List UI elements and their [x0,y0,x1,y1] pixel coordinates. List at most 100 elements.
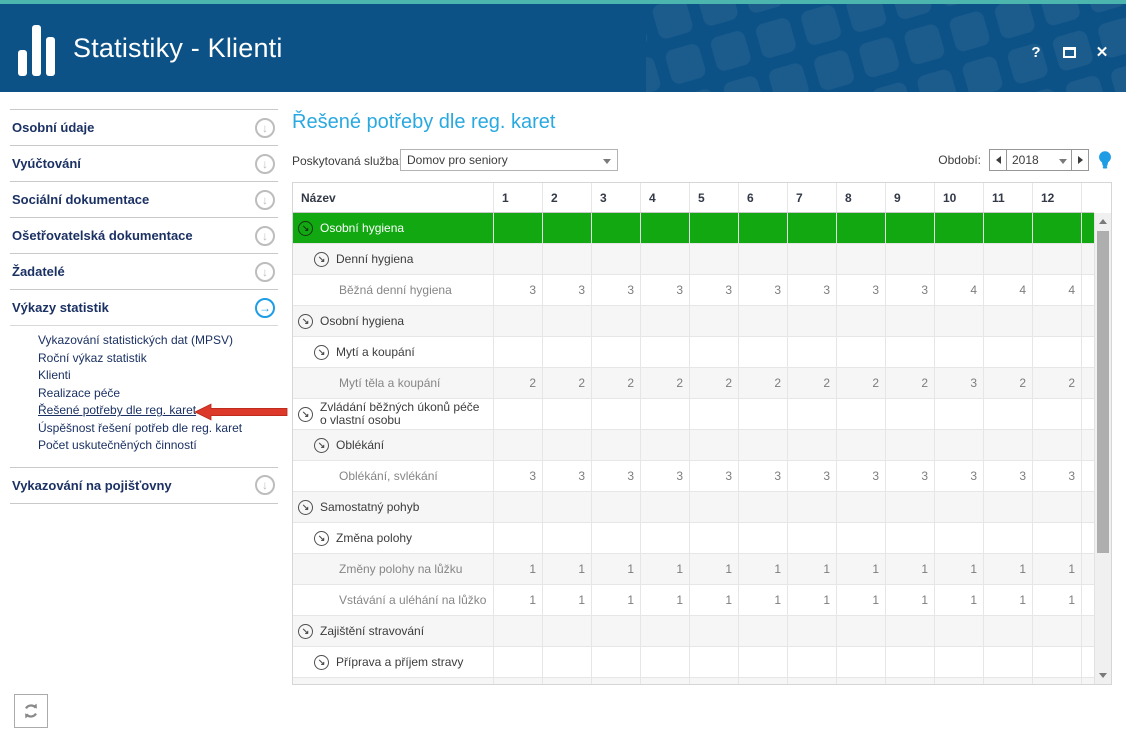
table-row[interactable]: Mytí a koupání [293,337,1094,368]
service-select[interactable]: Domov pro seniory [400,149,618,171]
chevron-down-circle-icon[interactable] [255,153,275,174]
submenu-item-klienti[interactable]: Klienti [38,368,71,382]
expand-icon[interactable] [298,406,313,422]
cell-empty [689,616,738,646]
chevron-down-circle-icon[interactable] [255,189,275,210]
arrow-right-circle-icon[interactable] [255,297,275,318]
cell-empty [934,337,983,367]
expand-icon[interactable] [298,313,313,329]
table-row[interactable]: Denní hygiena [293,244,1094,275]
cell-value: 1 [787,585,836,615]
cell-value: 3 [689,275,738,305]
row-label: Osobní hygiena [320,313,405,328]
cell-value: 1 [885,585,934,615]
refresh-button[interactable] [14,694,48,728]
scroll-up-icon[interactable] [1099,219,1107,224]
column-header-month: 10 [934,183,983,212]
cell-empty [787,492,836,522]
table-row[interactable]: Oblékání [293,430,1094,461]
table-row[interactable]: Samostatný pohyb [293,492,1094,523]
expand-icon[interactable] [314,251,329,267]
expand-icon[interactable] [314,344,329,360]
expand-icon[interactable] [314,530,329,546]
expand-icon[interactable] [298,623,313,639]
year-select[interactable]: 2018 [1007,150,1071,170]
chevron-down-circle-icon[interactable] [255,225,275,246]
row-label: Zvládání běžných úkonů péče o vlastní os… [320,400,480,427]
submenu-item-pocet-cinnosti[interactable]: Počet uskutečněných činností [38,438,197,452]
cell-value: 3 [493,275,542,305]
cell-value: 1 [836,554,885,584]
maximize-icon[interactable] [1060,43,1078,61]
cell-empty [738,616,787,646]
table-row[interactable]: Zajištění stravování [293,616,1094,647]
column-header-month: 11 [983,183,1032,212]
expand-icon[interactable] [298,499,313,515]
column-header-name: Název [301,190,336,205]
table-row[interactable]: Příprava a příjem stravy [293,647,1094,678]
cell-empty [934,523,983,553]
expand-icon[interactable] [298,220,313,236]
expand-icon[interactable] [314,437,329,453]
cell-empty [689,337,738,367]
cell-filler [1081,461,1094,491]
cell-empty [885,492,934,522]
cell-empty [542,213,591,243]
table-row-selected[interactable]: Osobní hygiena [293,213,1094,244]
column-header-month: 12 [1032,183,1081,212]
cell-empty [885,337,934,367]
year-next-button[interactable] [1071,150,1088,170]
cell-value: 2 [787,368,836,398]
table-row[interactable]: Změna polohy [293,523,1094,554]
submenu-item-vykazovani-mpsv[interactable]: Vykazování statistických dat (MPSV) [38,333,233,347]
scroll-down-icon[interactable] [1099,673,1107,678]
expand-icon[interactable] [314,654,329,670]
sidebar-item-label: Vyúčtování [12,156,81,171]
sidebar-item-label: Ošetřovatelská dokumentace [12,228,193,243]
vertical-scrollbar[interactable] [1094,213,1111,684]
submenu-item-resene-potreby[interactable]: Řešené potřeby dle reg. karet [38,403,197,417]
window-title: Statistiky - Klienti [73,33,283,63]
close-icon[interactable]: ✕ [1095,44,1109,61]
maximize-glyph [1062,46,1076,58]
help-icon[interactable]: ? [1031,43,1041,61]
table-row[interactable]: Zvládání běžných úkonů péče o vlastní os… [293,399,1094,430]
sidebar-item-osobni-udaje[interactable]: Osobní údaje [10,110,278,146]
sidebar-item-osetrovatelska-dokumentace[interactable]: Ošetřovatelská dokumentace [10,218,278,254]
chevron-down-circle-icon[interactable] [255,117,275,138]
chevron-down-circle-icon[interactable] [255,475,275,495]
cell-empty [836,337,885,367]
year-prev-button[interactable] [990,150,1007,170]
sidebar-item-vykazovani-na-pojistovny[interactable]: Vykazování na pojišťovny [10,467,278,504]
submenu-item-rocni-vykaz[interactable]: Roční výkaz statistik [38,350,147,365]
cell-empty [934,430,983,460]
row-label: Vstávání a uléhání na lůžko [339,592,487,607]
lightbulb-icon[interactable] [1097,150,1113,171]
scrollbar-thumb[interactable] [1097,231,1109,553]
sidebar-item-vykazy-statistik[interactable]: Výkazy statistik [10,290,278,326]
submenu-item-uspesnost-reseni[interactable]: Úspěšnost řešení potřeb dle reg. karet [38,420,243,435]
sidebar-item-zadatele[interactable]: Žadatelé [10,254,278,290]
cell-value: 1 [591,585,640,615]
cell-empty [885,430,934,460]
cell-empty [493,523,542,553]
triangle-right-icon [1077,156,1083,164]
chevron-down-circle-icon[interactable] [255,261,275,282]
table-row[interactable]: Osobní hygiena [293,306,1094,337]
submenu-item-realizace-pece[interactable]: Realizace péče [38,385,121,400]
sidebar-item-vyuctovani[interactable]: Vyúčtování [10,146,278,182]
row-label: Zajištění stravování [320,623,425,638]
row-label: Oblékání, svlékání [339,468,438,483]
cell-empty [493,616,542,646]
cell-value: 2 [591,368,640,398]
cell-empty [493,492,542,522]
cell-value: 3 [787,461,836,491]
cell-empty [738,306,787,336]
cell-empty [836,430,885,460]
sidebar-item-socialni-dokumentace[interactable]: Sociální dokumentace [10,182,278,218]
